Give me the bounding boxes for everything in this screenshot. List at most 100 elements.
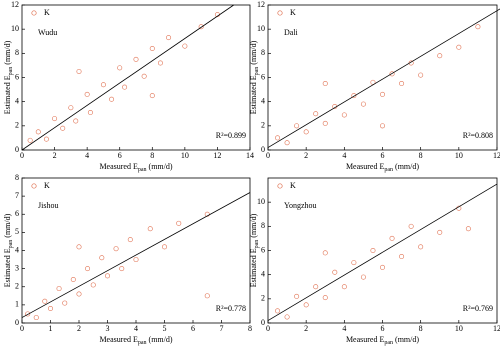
- y-tick-label: 7: [15, 191, 19, 200]
- x-tick-label: 14: [246, 151, 254, 160]
- station-name: Yongzhou: [284, 201, 317, 210]
- point: [60, 125, 66, 131]
- x-axis-label-part: pan: [138, 340, 147, 346]
- y-tick-label: 2: [261, 121, 265, 130]
- point: [162, 244, 168, 250]
- point: [147, 226, 153, 232]
- y-tick-label: 4: [15, 96, 19, 105]
- point: [73, 118, 79, 124]
- point: [275, 135, 281, 141]
- fit-line: [21, 192, 251, 318]
- r2-annotation: R²=0.769: [463, 304, 493, 313]
- point: [87, 110, 93, 116]
- r2-annotation: R²=0.899: [216, 131, 246, 140]
- y-axis-label-part: (mm/d): [3, 213, 12, 239]
- y-tick-label: 4: [261, 269, 265, 278]
- point: [76, 244, 82, 250]
- point: [90, 282, 96, 288]
- point: [149, 45, 155, 51]
- x-tick-label: 4: [342, 324, 346, 333]
- point: [70, 276, 76, 282]
- point: [43, 136, 49, 142]
- point: [99, 255, 105, 261]
- point: [379, 123, 385, 129]
- y-axis-label: Estimated Epan (mm/d): [3, 40, 15, 114]
- y-axis-label-part: pan: [254, 240, 260, 249]
- point: [351, 93, 357, 99]
- fit-line: [267, 183, 498, 321]
- x-tick-label: 2: [304, 324, 308, 333]
- point: [418, 244, 424, 250]
- point: [117, 65, 123, 71]
- plot-frame: [21, 177, 251, 324]
- point: [475, 24, 481, 30]
- x-axis-label-part: pan: [384, 167, 393, 173]
- y-tick-label: 0: [261, 318, 265, 327]
- point: [176, 220, 182, 226]
- point: [25, 311, 31, 317]
- point: [68, 105, 74, 111]
- point: [284, 314, 290, 320]
- legend-label: K: [44, 8, 50, 17]
- x-tick-label: 6: [381, 324, 385, 333]
- point: [418, 72, 424, 78]
- legend-marker: [31, 183, 37, 189]
- x-tick-label: 12: [493, 151, 500, 160]
- station-name: Jishou: [38, 201, 58, 210]
- y-axis-label: Estimated Epan (mm/d): [249, 213, 261, 287]
- x-tick-label: 10: [181, 151, 189, 160]
- point: [313, 284, 319, 290]
- point: [399, 81, 405, 87]
- y-tick-label: 8: [15, 48, 19, 57]
- point: [84, 91, 90, 97]
- x-axis-label-part: Measured E: [346, 162, 385, 171]
- y-tick-label: 3: [15, 263, 19, 272]
- point: [408, 223, 414, 229]
- point: [157, 60, 163, 66]
- point: [360, 274, 366, 280]
- y-axis-label-part: pan: [8, 67, 14, 76]
- legend-label: K: [44, 181, 50, 190]
- y-tick-label: 2: [261, 294, 265, 303]
- point: [52, 116, 58, 122]
- point: [341, 284, 347, 290]
- point: [322, 81, 328, 87]
- x-tick-label: 8: [248, 324, 252, 333]
- point: [149, 93, 155, 99]
- station-name: Dali: [284, 28, 299, 37]
- y-tick-label: 6: [261, 245, 265, 254]
- x-axis-label-part: Measured E: [346, 335, 385, 344]
- point: [42, 298, 48, 304]
- y-tick-label: 5: [15, 227, 19, 236]
- point: [204, 293, 210, 299]
- y-tick-label: 10: [257, 197, 265, 206]
- r2-annotation: R²=0.778: [216, 304, 246, 313]
- x-tick-label: 0: [20, 151, 24, 160]
- x-tick-label: 12: [213, 151, 221, 160]
- y-tick-label: 10: [257, 24, 265, 33]
- legend-marker: [277, 183, 283, 189]
- y-tick-label: 0: [15, 318, 19, 327]
- point: [113, 246, 119, 252]
- point: [303, 129, 309, 135]
- x-tick-label: 4: [134, 324, 138, 333]
- x-tick-label: 2: [304, 151, 308, 160]
- x-tick-label: 10: [455, 151, 463, 160]
- x-tick-label: 4: [85, 151, 89, 160]
- point: [294, 123, 300, 129]
- point: [322, 295, 328, 301]
- point: [166, 35, 172, 41]
- point: [456, 44, 462, 50]
- y-tick-label: 8: [261, 48, 265, 57]
- point: [370, 248, 376, 254]
- x-tick-label: 4: [342, 151, 346, 160]
- y-axis-label-part: pan: [254, 67, 260, 76]
- legend-label: K: [290, 181, 296, 190]
- point: [351, 260, 357, 266]
- point: [27, 137, 33, 143]
- point: [341, 112, 347, 118]
- y-tick-label: 8: [261, 221, 265, 230]
- point: [105, 273, 111, 279]
